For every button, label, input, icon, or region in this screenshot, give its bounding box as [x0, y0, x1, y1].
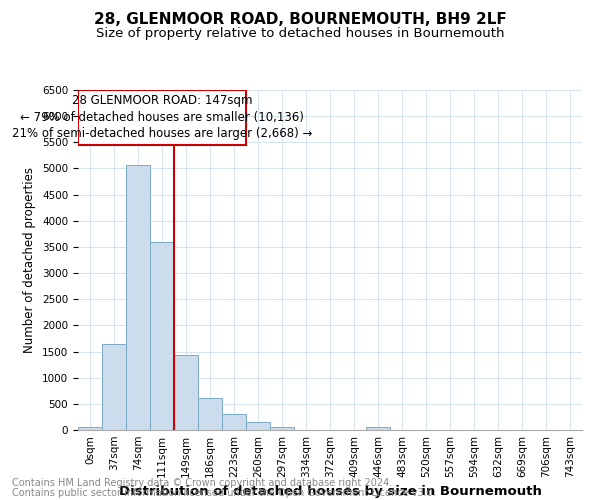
Bar	[270, 427, 294, 430]
Bar	[222, 414, 246, 430]
Bar	[150, 242, 174, 430]
Bar	[174, 355, 198, 430]
Bar	[198, 398, 222, 430]
Y-axis label: Number of detached properties: Number of detached properties	[23, 167, 37, 353]
X-axis label: Distribution of detached houses by size in Bournemouth: Distribution of detached houses by size …	[119, 486, 541, 498]
Text: Contains public sector information licensed under the Open Government Licence v3: Contains public sector information licen…	[12, 488, 436, 498]
Text: Size of property relative to detached houses in Bournemouth: Size of property relative to detached ho…	[96, 28, 504, 40]
Text: 21% of semi-detached houses are larger (2,668) →: 21% of semi-detached houses are larger (…	[12, 128, 312, 140]
Bar	[366, 428, 390, 430]
Bar	[78, 428, 102, 430]
Bar	[126, 164, 150, 430]
Text: ← 79% of detached houses are smaller (10,136): ← 79% of detached houses are smaller (10…	[20, 111, 304, 124]
Bar	[246, 422, 270, 430]
Text: 28 GLENMOOR ROAD: 147sqm: 28 GLENMOOR ROAD: 147sqm	[72, 94, 252, 108]
Bar	[102, 344, 126, 430]
Text: Contains HM Land Registry data © Crown copyright and database right 2024.: Contains HM Land Registry data © Crown c…	[12, 478, 392, 488]
FancyBboxPatch shape	[78, 90, 246, 145]
Text: 28, GLENMOOR ROAD, BOURNEMOUTH, BH9 2LF: 28, GLENMOOR ROAD, BOURNEMOUTH, BH9 2LF	[94, 12, 506, 28]
